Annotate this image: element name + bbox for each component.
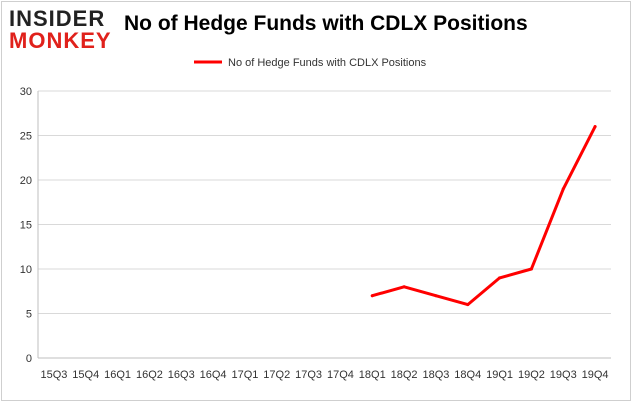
insider-monkey-logo: INSIDER MONKEY	[9, 6, 117, 53]
y-tick-label: 20	[20, 175, 32, 187]
x-tick-label: 16Q4	[200, 369, 227, 381]
data-point	[593, 125, 597, 129]
x-tick-label: 16Q2	[136, 369, 163, 381]
y-tick-label: 10	[20, 264, 32, 276]
x-tick-label: 15Q3	[40, 369, 67, 381]
data-point	[529, 267, 533, 271]
y-tick-label: 25	[20, 131, 32, 143]
data-point	[466, 303, 470, 307]
logo-line-1: INSIDER	[9, 6, 106, 31]
y-tick-label: 5	[26, 309, 32, 321]
data-point	[434, 294, 438, 298]
x-tick-label: 18Q4	[454, 369, 481, 381]
x-tick-label: 17Q3	[295, 369, 322, 381]
logo-line-2: MONKEY	[9, 28, 112, 53]
x-tick-label: 16Q3	[168, 369, 195, 381]
x-tick-label: 17Q1	[231, 369, 258, 381]
legend-label: No of Hedge Funds with CDLX Positions	[228, 57, 427, 69]
y-tick-label: 0	[26, 353, 32, 365]
x-tick-label: 18Q2	[391, 369, 418, 381]
data-point	[561, 187, 565, 191]
x-tick-label: 19Q4	[582, 369, 609, 381]
x-tick-label: 19Q3	[550, 369, 577, 381]
series-line	[370, 125, 597, 307]
y-tick-label: 30	[20, 86, 32, 98]
x-tick-label: 19Q2	[518, 369, 545, 381]
data-point	[370, 294, 374, 298]
x-tick-label: 17Q2	[263, 369, 290, 381]
x-tick-label: 19Q1	[486, 369, 513, 381]
x-tick-label: 15Q4	[72, 369, 99, 381]
x-tick-label: 17Q4	[327, 369, 354, 381]
data-point	[498, 276, 502, 280]
x-tick-label: 18Q3	[422, 369, 449, 381]
y-tick-label: 15	[20, 220, 32, 232]
x-tick-label: 16Q1	[104, 369, 131, 381]
x-tick-label: 18Q1	[359, 369, 386, 381]
data-point	[402, 285, 406, 289]
chart-title: No of Hedge Funds with CDLX Positions	[124, 12, 528, 35]
